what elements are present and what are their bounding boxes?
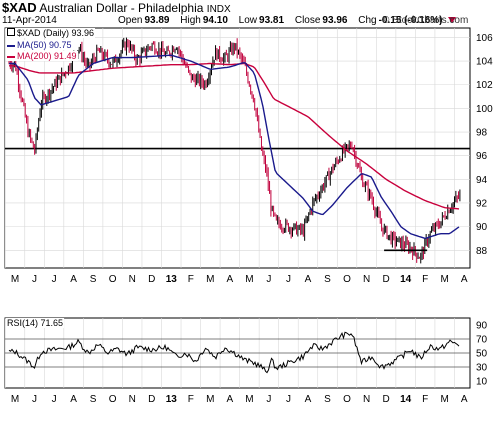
price-xtick-label: O <box>343 274 351 285</box>
open-label: Open <box>118 15 143 26</box>
rsi-xtick-label: S <box>90 394 97 405</box>
legend-ma200-label: MA(200) 91.49 <box>17 51 77 61</box>
price-xtick-label: M <box>441 274 449 285</box>
rsi-ytick-label: 90 <box>476 321 488 332</box>
price-xtick-label: F <box>422 274 428 285</box>
legend-rsi: RSI(14) 71.65 <box>6 318 65 328</box>
security-name: Australian Dollar - Philadelphia <box>39 1 204 15</box>
chg-label: Chg <box>358 15 377 26</box>
price-xtick-label: M <box>11 274 19 285</box>
legend-ma200-swatch <box>7 55 15 58</box>
price-xtick-label: J <box>52 274 57 285</box>
rsi-xtick-label: J <box>266 394 271 405</box>
price-xtick-label: A <box>70 274 77 285</box>
chg-value: -0.15 (-0.16%) <box>378 15 443 26</box>
price-ytick-label: 90 <box>476 222 488 233</box>
down-arrow-icon <box>448 17 457 24</box>
rsi-ytick-label: 10 <box>476 377 488 388</box>
rsi-xtick-label: D <box>148 394 155 405</box>
rsi-xtick-label: M <box>441 394 449 405</box>
rsi-xtick-label: 14 <box>400 394 412 405</box>
close-label: Close <box>294 15 321 26</box>
high-label: High <box>180 15 201 26</box>
rsi-ytick-label: 50 <box>476 349 488 360</box>
price-ytick-label: 92 <box>476 198 488 209</box>
rsi-xtick-label: O <box>343 394 351 405</box>
rsi-xtick-label: M <box>11 394 19 405</box>
rsi-xtick-label: S <box>324 394 331 405</box>
low-label: Low <box>238 15 258 26</box>
price-xtick-label: D <box>382 274 389 285</box>
price-xtick-label: O <box>109 274 117 285</box>
symbol: $XAD <box>2 0 37 15</box>
rsi-xtick-label: M <box>245 394 253 405</box>
price-xtick-label: N <box>363 274 370 285</box>
price-xtick-label: S <box>324 274 331 285</box>
rsi-xtick-label: A <box>70 394 77 405</box>
price-ytick-label: 100 <box>476 104 493 115</box>
price-xtick-label: J <box>32 274 37 285</box>
legend-ma50-swatch <box>7 44 15 47</box>
rsi-xtick-label: J <box>52 394 57 405</box>
rsi-ytick-label: 70 <box>476 335 488 346</box>
rsi-xtick-label: A <box>305 394 312 405</box>
legend-price: $XAD (Daily) 93.96 <box>6 28 96 38</box>
price-xtick-label: A <box>305 274 312 285</box>
price-ytick-label: 88 <box>476 246 488 257</box>
rsi-xtick-label: F <box>188 394 194 405</box>
price-xtick-label: N <box>129 274 136 285</box>
ohlc-readout: Open 93.89 High 94.10 Low 93.81 Close 93.96 … <box>118 15 457 26</box>
rsi-xtick-label: A <box>227 394 234 405</box>
rsi-xtick-label: D <box>382 394 389 405</box>
price-ytick-label: 94 <box>476 175 488 186</box>
ma50-line <box>9 54 460 240</box>
legend-price-swatch <box>7 28 15 36</box>
price-xtick-label: S <box>90 274 97 285</box>
legend-ma50-label: MA(50) 90.75 <box>17 40 72 50</box>
price-xtick-label: A <box>461 274 468 285</box>
legend-ma50: MA(50) 90.75 <box>6 40 73 50</box>
rsi-xtick-label: 13 <box>166 394 178 405</box>
price-ytick-label: 102 <box>476 80 493 91</box>
rsi-line <box>8 331 460 374</box>
price-xtick-label: 14 <box>400 274 412 285</box>
rsi-xtick-label: F <box>422 394 428 405</box>
rsi-xtick-label: N <box>363 394 370 405</box>
legend-rsi-label: RSI(14) 71.65 <box>7 318 64 328</box>
exchange: INDX <box>206 4 231 15</box>
open-value: 93.89 <box>144 15 170 26</box>
price-ytick-label: 96 <box>476 151 488 162</box>
rsi-xtick-label: J <box>32 394 37 405</box>
rsi-xtick-label: O <box>109 394 117 405</box>
price-xtick-label: F <box>188 274 194 285</box>
rsi-xtick-label: A <box>461 394 468 405</box>
price-xtick-label: M <box>206 274 214 285</box>
price-xtick-label: D <box>148 274 155 285</box>
watermark: © StockCharts.com <box>382 15 469 26</box>
close-value: 93.96 <box>322 15 348 26</box>
price-xtick-label: J <box>266 274 271 285</box>
rsi-xtick-label: J <box>286 394 291 405</box>
price-ytick-label: 106 <box>476 33 493 44</box>
rsi-xtick-label: N <box>129 394 136 405</box>
high-value: 94.10 <box>202 15 228 26</box>
price-ytick-label: 104 <box>476 57 493 68</box>
chart-date: 11-Apr-2014 <box>2 15 57 26</box>
price-xtick-label: J <box>286 274 291 285</box>
low-value: 93.81 <box>259 15 285 26</box>
legend-ma200: MA(200) 91.49 <box>6 51 78 61</box>
chart-title: $XAD Australian Dollar - Philadelphia IN… <box>2 0 231 15</box>
price-ytick-label: 98 <box>476 128 488 139</box>
price-xtick-label: A <box>227 274 234 285</box>
rsi-ytick-label: 30 <box>476 363 488 374</box>
legend-price-label: $XAD (Daily) 93.96 <box>17 28 95 38</box>
price-xtick-label: 13 <box>166 274 178 285</box>
rsi-xtick-label: M <box>206 394 214 405</box>
price-xtick-label: M <box>245 274 253 285</box>
